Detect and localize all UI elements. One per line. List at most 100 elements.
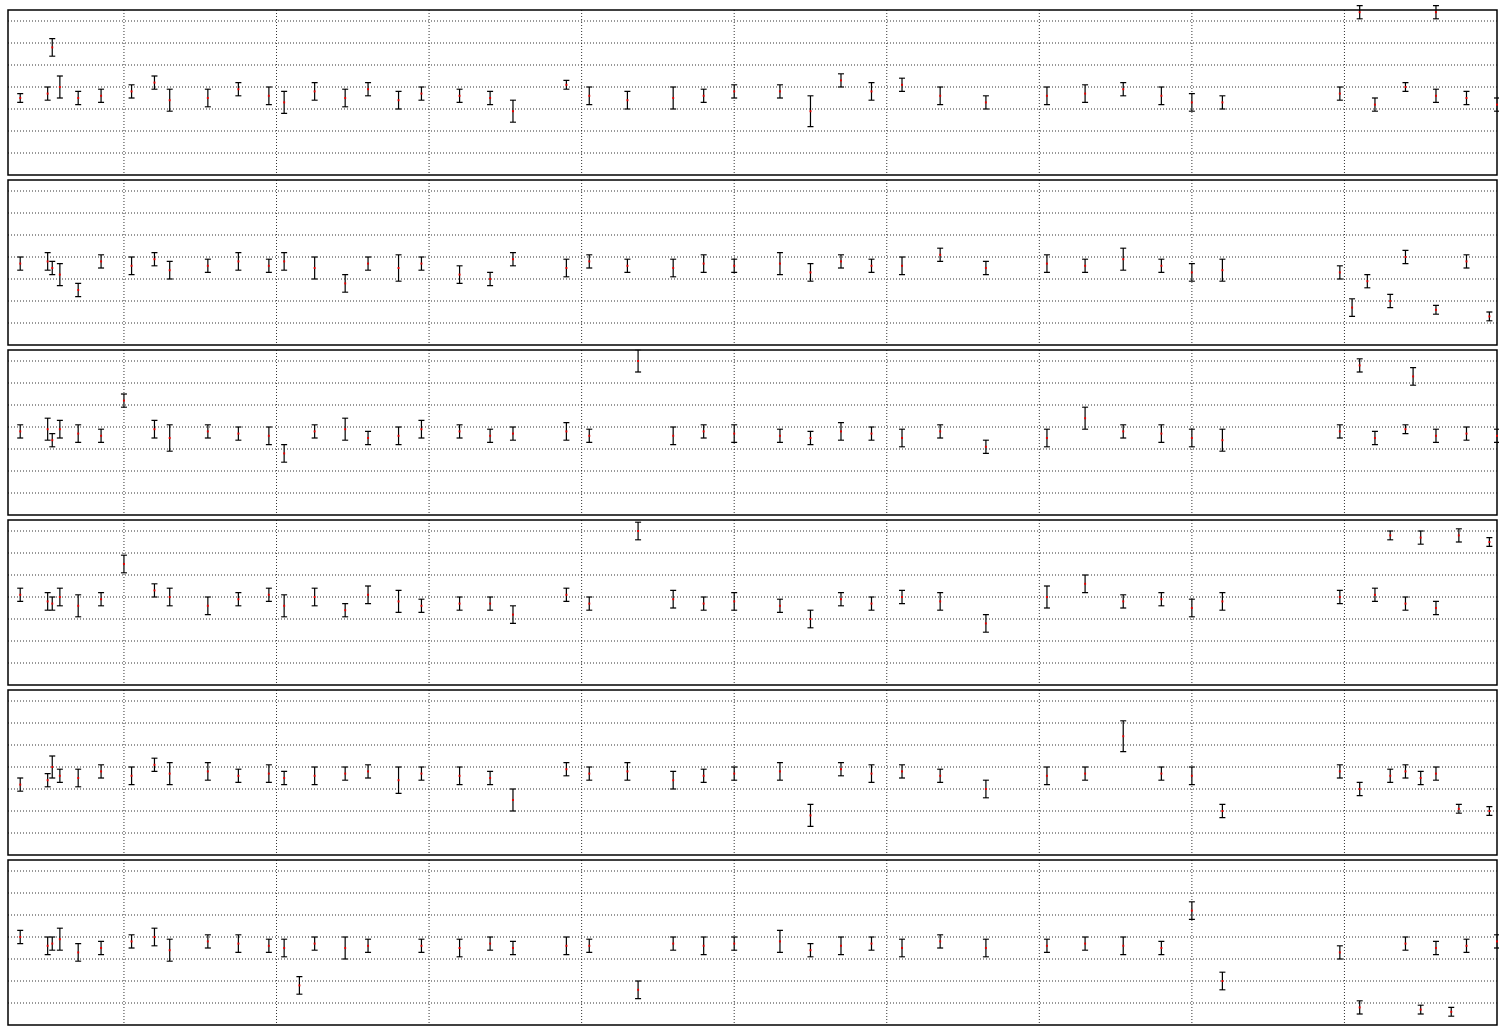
point: [1122, 88, 1125, 91]
point: [51, 602, 54, 605]
point: [367, 944, 370, 947]
point: [58, 938, 61, 941]
point: [901, 770, 904, 773]
point: [458, 774, 461, 777]
point: [626, 770, 629, 773]
point: [1221, 600, 1224, 603]
panel: [7, 179, 1498, 346]
point: [237, 942, 240, 945]
point: [313, 90, 316, 93]
point: [1084, 942, 1087, 945]
point: [702, 94, 705, 97]
point: [984, 788, 987, 790]
point: [511, 799, 514, 801]
point: [77, 951, 80, 954]
point: [1457, 807, 1460, 810]
point: [46, 260, 49, 263]
point: [489, 942, 492, 945]
point: [19, 430, 22, 433]
point: [1221, 980, 1224, 982]
point: [168, 772, 171, 775]
point: [672, 434, 675, 437]
point: [1045, 437, 1048, 439]
point: [153, 763, 156, 766]
point: [1434, 308, 1437, 311]
point: [565, 267, 568, 269]
point: [1419, 777, 1422, 779]
point: [870, 942, 873, 945]
point: [702, 430, 705, 433]
point: [672, 97, 675, 99]
point: [344, 772, 347, 775]
point: [870, 432, 873, 435]
point: [1045, 944, 1048, 947]
point: [1160, 264, 1163, 267]
point: [420, 772, 423, 775]
point: [1419, 536, 1422, 539]
point: [1389, 774, 1392, 777]
point: [51, 267, 54, 269]
point: [901, 264, 904, 267]
point: [733, 942, 736, 945]
point: [1122, 944, 1125, 947]
point: [283, 604, 286, 607]
point: [344, 97, 347, 99]
point: [1404, 428, 1407, 431]
point: [588, 94, 591, 97]
point: [1338, 430, 1341, 433]
point: [1434, 94, 1437, 97]
point: [1190, 101, 1193, 104]
panel-frame: [7, 349, 1498, 516]
point: [637, 988, 640, 991]
point: [344, 428, 347, 431]
point: [1488, 315, 1491, 318]
point: [1190, 271, 1193, 274]
point: [511, 947, 514, 949]
point: [51, 942, 54, 945]
point: [1338, 770, 1341, 773]
point: [153, 81, 156, 84]
point: [313, 942, 316, 945]
point: [489, 777, 492, 779]
point: [367, 593, 370, 596]
point: [672, 942, 675, 945]
point: [58, 273, 61, 276]
point: [778, 604, 781, 607]
point: [901, 437, 904, 439]
point: [1084, 264, 1087, 267]
point: [1338, 951, 1341, 954]
point: [1373, 593, 1376, 596]
point: [565, 768, 568, 771]
point: [168, 596, 171, 598]
point: [313, 596, 316, 598]
point: [1488, 541, 1491, 543]
point: [778, 770, 781, 773]
point: [46, 944, 49, 947]
point: [778, 940, 781, 943]
point: [1338, 92, 1341, 95]
point: [344, 609, 347, 612]
point: [778, 262, 781, 265]
point: [1434, 607, 1437, 609]
point: [489, 97, 492, 99]
point: [206, 770, 209, 773]
point: [939, 253, 942, 256]
point: [637, 530, 640, 532]
point: [397, 267, 400, 269]
point: [267, 264, 270, 267]
point: [206, 430, 209, 433]
point: [168, 99, 171, 102]
point: [1434, 947, 1437, 949]
point: [122, 399, 125, 402]
point: [237, 774, 240, 777]
point: [51, 439, 54, 442]
point: [46, 779, 49, 782]
point: [939, 774, 942, 777]
point: [1373, 103, 1376, 106]
point: [168, 269, 171, 272]
point: [1366, 280, 1369, 283]
point: [1465, 97, 1468, 99]
point: [77, 777, 80, 779]
point: [397, 434, 400, 437]
point: [153, 258, 156, 261]
